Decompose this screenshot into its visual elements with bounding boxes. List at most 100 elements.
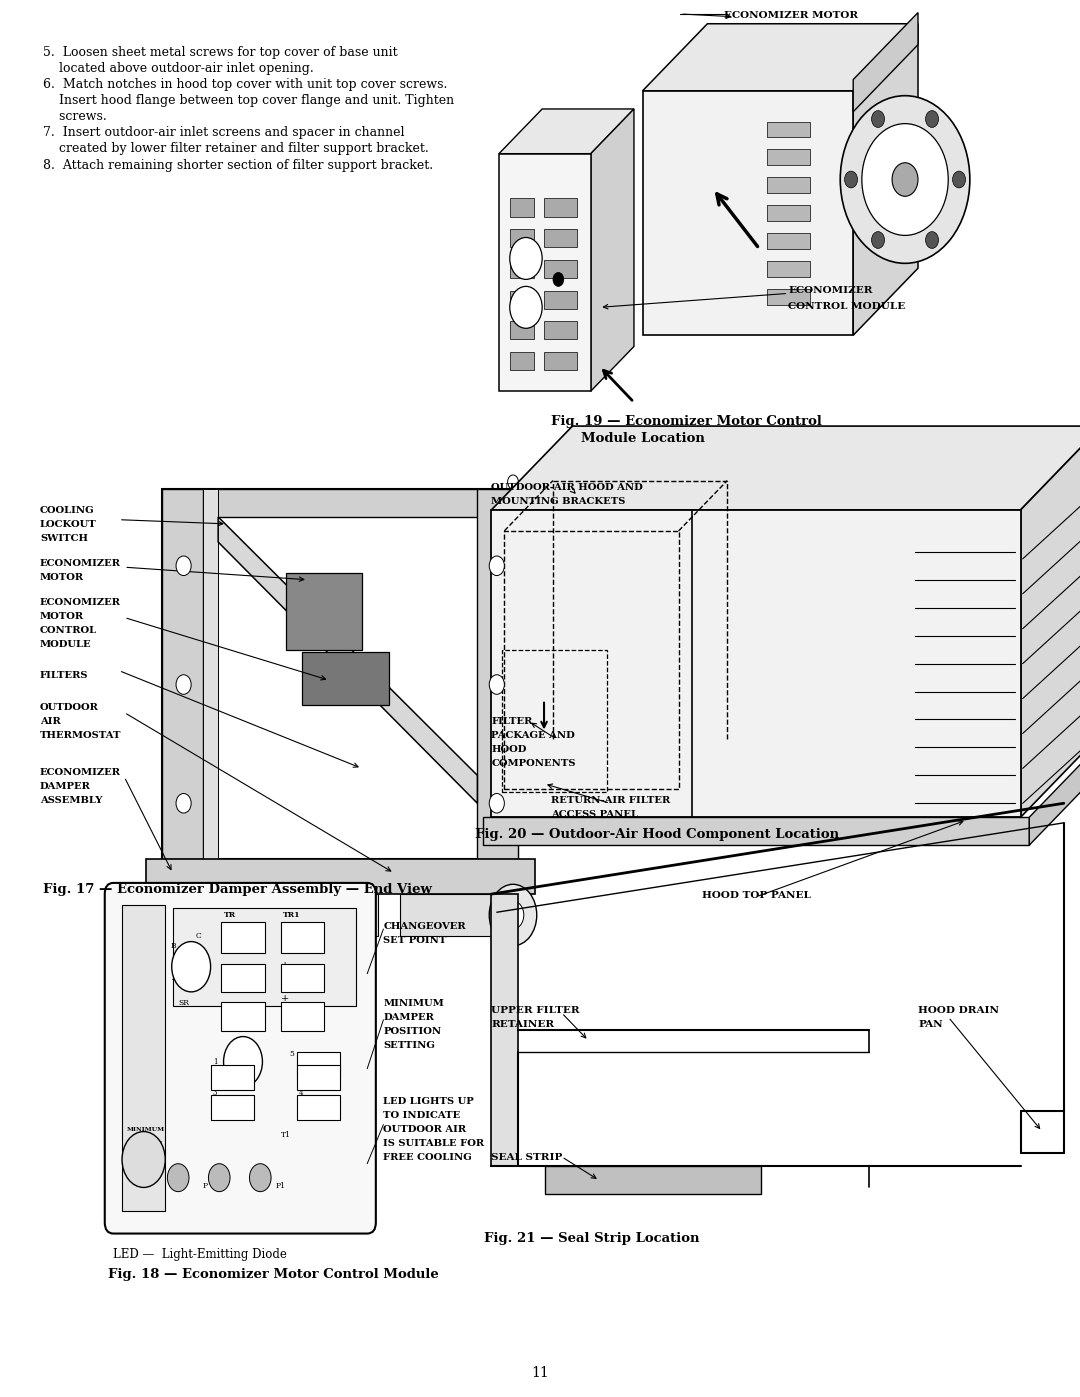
- Text: MINIMUM: MINIMUM: [383, 999, 444, 1007]
- Text: ECONOMIZER: ECONOMIZER: [40, 598, 121, 606]
- Polygon shape: [499, 154, 591, 391]
- Polygon shape: [510, 352, 534, 370]
- Circle shape: [862, 123, 948, 236]
- Text: POSITION: POSITION: [126, 1141, 163, 1147]
- Text: Fig. 20 — Outdoor-Air Hood Component Location: Fig. 20 — Outdoor-Air Hood Component Loc…: [475, 828, 839, 841]
- Polygon shape: [162, 489, 518, 859]
- Polygon shape: [122, 905, 165, 1211]
- Text: screws.: screws.: [43, 110, 107, 123]
- Polygon shape: [544, 229, 577, 247]
- Text: HOOD DRAIN: HOOD DRAIN: [918, 1006, 999, 1014]
- Text: UPPER FILTER: UPPER FILTER: [491, 1006, 580, 1014]
- Text: LED —  Light-Emitting Diode: LED — Light-Emitting Diode: [113, 1248, 287, 1260]
- Text: Fig. 21 — Seal Strip Location: Fig. 21 — Seal Strip Location: [484, 1232, 700, 1245]
- Circle shape: [167, 1164, 189, 1192]
- Circle shape: [926, 232, 939, 249]
- Text: LOCKOUT: LOCKOUT: [40, 520, 97, 528]
- Polygon shape: [203, 489, 218, 859]
- Text: CHANGEOVER: CHANGEOVER: [383, 922, 467, 930]
- Text: ECONOMIZER: ECONOMIZER: [40, 559, 121, 567]
- Text: ECONOMIZER: ECONOMIZER: [40, 768, 121, 777]
- Polygon shape: [767, 289, 810, 305]
- Circle shape: [872, 110, 885, 127]
- Polygon shape: [1021, 426, 1080, 817]
- Text: TO INDICATE: TO INDICATE: [383, 1111, 461, 1119]
- Polygon shape: [591, 109, 634, 391]
- Polygon shape: [483, 817, 1029, 845]
- Text: HOOD TOP PANEL: HOOD TOP PANEL: [702, 891, 811, 900]
- Polygon shape: [173, 908, 356, 1006]
- Text: MOUNTING BRACKETS: MOUNTING BRACKETS: [491, 497, 625, 506]
- Circle shape: [926, 110, 939, 127]
- Text: C: C: [195, 932, 201, 940]
- Polygon shape: [281, 922, 324, 953]
- Text: MODULE: MODULE: [40, 640, 92, 648]
- Polygon shape: [544, 260, 577, 278]
- Text: DAMPER: DAMPER: [40, 782, 91, 791]
- Text: 11: 11: [531, 1366, 549, 1380]
- Text: D: D: [195, 979, 202, 988]
- Text: SWITCH: SWITCH: [40, 534, 87, 542]
- Circle shape: [840, 96, 970, 263]
- Circle shape: [953, 170, 966, 189]
- Polygon shape: [853, 13, 918, 112]
- Text: 3: 3: [213, 1088, 217, 1097]
- Text: CONTROL MODULE: CONTROL MODULE: [788, 302, 906, 310]
- Text: PAN: PAN: [918, 1020, 943, 1028]
- Text: ECONOMIZER MOTOR: ECONOMIZER MOTOR: [724, 11, 858, 20]
- Circle shape: [845, 170, 858, 189]
- Circle shape: [872, 232, 885, 249]
- Circle shape: [892, 163, 918, 196]
- Polygon shape: [1029, 733, 1080, 845]
- Polygon shape: [643, 91, 853, 335]
- Circle shape: [489, 793, 504, 813]
- Text: LED LIGHTS UP: LED LIGHTS UP: [383, 1097, 474, 1105]
- Polygon shape: [544, 291, 577, 309]
- Text: FILTERS: FILTERS: [40, 671, 89, 679]
- Polygon shape: [221, 1002, 265, 1031]
- Circle shape: [510, 286, 542, 328]
- Text: AIR: AIR: [40, 717, 60, 725]
- Polygon shape: [211, 1095, 254, 1120]
- Polygon shape: [510, 229, 534, 247]
- Text: SP: SP: [184, 956, 193, 964]
- Text: MINIMUM: MINIMUM: [126, 1127, 164, 1133]
- Polygon shape: [767, 122, 810, 137]
- Polygon shape: [302, 652, 389, 705]
- Polygon shape: [491, 894, 518, 1166]
- Polygon shape: [853, 24, 918, 335]
- Circle shape: [176, 556, 191, 576]
- Polygon shape: [281, 1002, 324, 1031]
- Polygon shape: [297, 1052, 340, 1078]
- Circle shape: [176, 793, 191, 813]
- Text: located above outdoor-air inlet opening.: located above outdoor-air inlet opening.: [43, 63, 314, 75]
- Text: 5: 5: [289, 1049, 295, 1058]
- Text: SR: SR: [178, 999, 189, 1007]
- Text: P: P: [203, 1182, 208, 1190]
- Text: SETTING: SETTING: [383, 1041, 435, 1049]
- Polygon shape: [510, 321, 534, 339]
- Polygon shape: [544, 321, 577, 339]
- Text: +: +: [281, 995, 289, 1003]
- Polygon shape: [221, 964, 265, 992]
- Circle shape: [508, 475, 518, 489]
- Text: Fig. 19 — Economizer Motor Control: Fig. 19 — Economizer Motor Control: [551, 415, 822, 427]
- Polygon shape: [499, 109, 634, 154]
- Text: RETURN-AIR FILTER: RETURN-AIR FILTER: [551, 796, 670, 805]
- FancyBboxPatch shape: [105, 883, 376, 1234]
- Text: MOTOR: MOTOR: [40, 612, 84, 620]
- Circle shape: [489, 884, 537, 946]
- Polygon shape: [221, 922, 265, 953]
- Text: COMPONENTS: COMPONENTS: [491, 759, 576, 767]
- Text: 8.  Attach remaining shorter section of filter support bracket.: 8. Attach remaining shorter section of f…: [43, 159, 433, 172]
- Circle shape: [122, 1132, 165, 1187]
- Text: A: A: [171, 974, 176, 982]
- Polygon shape: [491, 510, 1021, 817]
- Text: P1: P1: [275, 1182, 285, 1190]
- Text: 6.  Match notches in hood top cover with unit top cover screws.: 6. Match notches in hood top cover with …: [43, 78, 447, 91]
- Text: 5.  Loosen sheet metal screws for top cover of base unit: 5. Loosen sheet metal screws for top cov…: [43, 46, 397, 59]
- Text: OUTDOOR AIR: OUTDOOR AIR: [383, 1125, 467, 1133]
- Text: 1: 1: [213, 1058, 217, 1066]
- Polygon shape: [510, 198, 534, 217]
- Text: Module Location: Module Location: [581, 432, 705, 444]
